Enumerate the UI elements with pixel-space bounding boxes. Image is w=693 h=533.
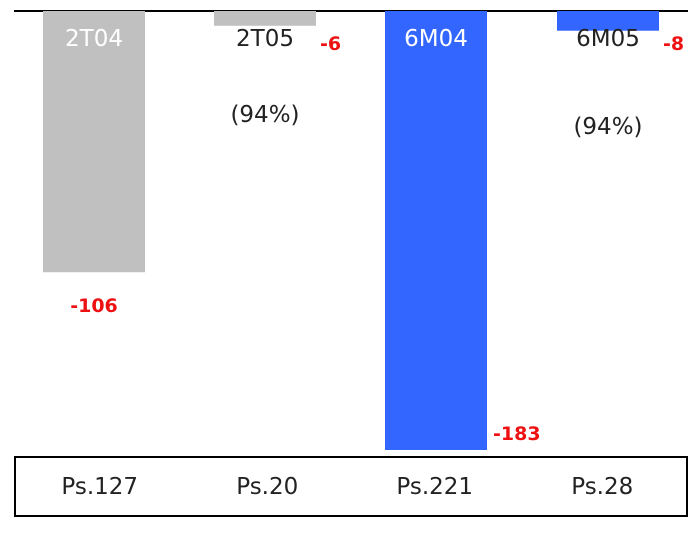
- bar-2t04: [43, 11, 145, 273]
- bar-6m04: [385, 11, 487, 450]
- percent-label-2t05: (94%): [230, 102, 299, 128]
- category-label-6m05: 6M05: [576, 26, 640, 52]
- value-label-2t04: -106: [70, 295, 118, 317]
- value-label-2t05: -6: [320, 33, 341, 55]
- bar-2t05: [214, 11, 316, 26]
- value-label-6m04: -183: [493, 423, 541, 445]
- category-label-2t05: 2T05: [236, 26, 294, 52]
- category-label-6m04: 6M04: [404, 26, 468, 52]
- percent-label-6m05: (94%): [573, 114, 642, 140]
- bar-chart: 2T04 -106 2T05 -6 (94%) 6M04 -183 6M05 -8 (94%): [14, 10, 688, 450]
- footer-table: Ps.127 Ps.20 Ps.221 Ps.28: [14, 456, 688, 517]
- bar-6m05: [557, 11, 659, 31]
- value-label-6m05: -8: [663, 33, 684, 55]
- footer-cell-6m05: Ps.28: [571, 473, 634, 500]
- footer-cell-6m04: Ps.221: [396, 473, 474, 500]
- category-label-2t04: 2T04: [65, 26, 123, 52]
- footer-cell-2t04: Ps.127: [61, 473, 139, 500]
- footer-cell-2t05: Ps.20: [236, 473, 299, 500]
